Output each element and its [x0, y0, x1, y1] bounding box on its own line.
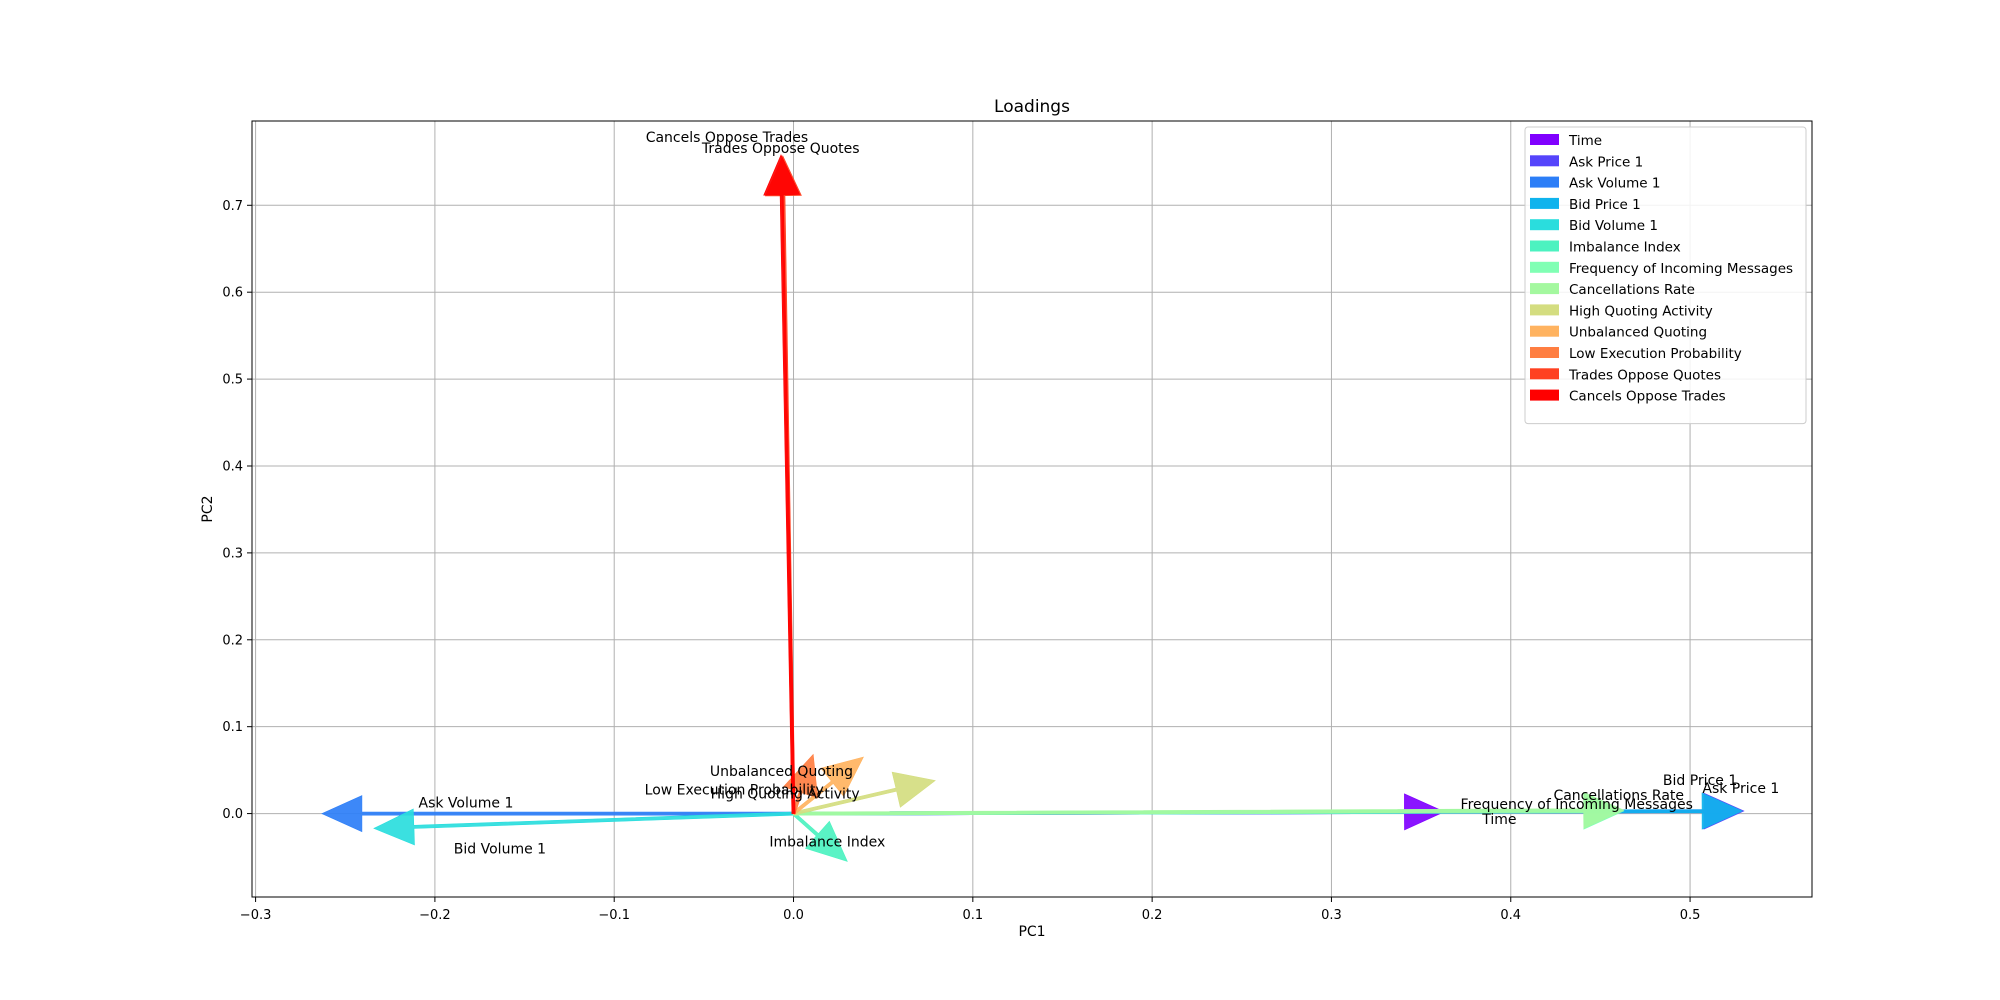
arrow-labels: Time Ask Price 1 Ask Volume 1 Bid Price 1 Bi… — [419, 130, 1780, 857]
arrow-label-unbalanced-quoting: Unbalanced Quoting — [710, 764, 853, 780]
legend-swatch — [1530, 219, 1559, 231]
legend-swatch — [1530, 347, 1559, 358]
chart-title: Loadings — [994, 97, 1070, 117]
y-tick-label: 0.6 — [222, 286, 243, 301]
legend-swatch — [1530, 134, 1559, 145]
legend: Time Ask Price 1 Ask Volume 1 Bid Price 1 Bi… — [1524, 126, 1807, 425]
arrow-label-frequency-of-incoming-messages: Frequency of Incoming Messages — [1461, 797, 1693, 813]
legend-swatch — [1530, 304, 1559, 316]
arrow-label-ask-volume-1: Ask Volume 1 — [419, 796, 514, 812]
legend-entry: Unbalanced Quoting — [1569, 325, 1707, 341]
legend-swatch — [1530, 368, 1559, 380]
x-tick-label: 0.4 — [1500, 908, 1521, 923]
x-tick-label: −0.3 — [240, 908, 272, 923]
x-tick-label: 0.3 — [1321, 908, 1342, 923]
legend-entry: Ask Price 1 — [1569, 154, 1643, 170]
y-axis-label: PC2 — [200, 495, 216, 522]
arrow-label-high-quoting-activity: High Quoting Activity — [711, 787, 860, 803]
arrow-cancellations-rate — [793, 791, 1625, 829]
arrow-label-time: Time — [1481, 812, 1516, 828]
legend-swatch — [1530, 240, 1559, 252]
legend-entry: Cancellations Rate — [1569, 282, 1695, 298]
x-tick-label: 0.5 — [1680, 908, 1701, 923]
x-tick-label: −0.2 — [419, 908, 451, 923]
legend-entry: Imbalance Index — [1569, 240, 1681, 256]
legend-swatch — [1530, 389, 1559, 401]
y-tick-label: 0.0 — [222, 807, 243, 822]
arrow-label-imbalance-index: Imbalance Index — [769, 834, 885, 850]
legend-swatch — [1530, 325, 1559, 337]
x-tick-label: −0.1 — [598, 908, 630, 923]
arrow-label-low-execution-probability: Low Execution Probability — [645, 782, 824, 798]
arrow-label-bid-price-1: Bid Price 1 — [1663, 773, 1737, 789]
legend-swatch — [1530, 283, 1559, 295]
legend-entry: Bid Price 1 — [1569, 197, 1641, 213]
arrow-high-quoting-activity — [792, 771, 936, 816]
arrow-bid-volume-1 — [373, 808, 794, 846]
arrow-label-bid-volume-1: Bid Volume 1 — [454, 841, 546, 857]
legend-swatch — [1530, 197, 1559, 209]
y-tick-label: 0.7 — [222, 199, 243, 214]
arrows — [321, 154, 1745, 862]
arrow-label-trades-oppose-quotes: Trades Oppose Quotes — [701, 141, 860, 157]
x-tick-label: 0.0 — [783, 908, 804, 923]
legend-entry: Ask Volume 1 — [1569, 176, 1660, 192]
legend-swatch — [1530, 176, 1559, 188]
plot-frame — [251, 120, 1813, 898]
x-tick-label: 0.1 — [962, 908, 983, 923]
y-tick-label: 0.3 — [222, 546, 243, 561]
legend-entry: Low Execution Probability — [1569, 346, 1742, 362]
x-tick-label: 0.2 — [1142, 908, 1163, 923]
arrow-label-cancels-oppose-trades: Cancels Oppose Trades — [646, 130, 809, 146]
legend-entry: Cancels Oppose Trades — [1569, 389, 1726, 405]
legend-entry: High Quoting Activity — [1569, 303, 1713, 319]
arrow-cancels-oppose-trades — [763, 154, 801, 814]
legend-entry: Time — [1568, 133, 1602, 149]
legend-entry: Bid Volume 1 — [1569, 218, 1658, 234]
arrow-label-cancellations-rate: Cancellations Rate — [1553, 788, 1684, 804]
ticks: −0.3 −0.2 −0.1 0.0 0.1 0.2 0.3 0.4 0.5 0.0 0.1 0.2 0… — [222, 199, 1700, 923]
x-axis-label: PC1 — [1018, 924, 1045, 940]
legend-entry: Frequency of Incoming Messages — [1569, 261, 1793, 277]
arrow-imbalance-index — [792, 811, 848, 862]
y-tick-label: 0.2 — [222, 633, 243, 648]
y-tick-label: 0.4 — [222, 459, 243, 474]
arrow-label-ask-price-1: Ask Price 1 — [1702, 781, 1779, 797]
legend-entry: Trades Oppose Quotes — [1568, 367, 1721, 383]
legend-swatch — [1530, 155, 1559, 167]
legend-box — [1524, 126, 1807, 425]
y-tick-label: 0.5 — [222, 373, 243, 388]
legend-swatch — [1530, 261, 1559, 273]
arrow-unbalanced-quoting — [792, 756, 864, 816]
grid — [252, 121, 1812, 897]
y-tick-label: 0.1 — [222, 720, 243, 735]
